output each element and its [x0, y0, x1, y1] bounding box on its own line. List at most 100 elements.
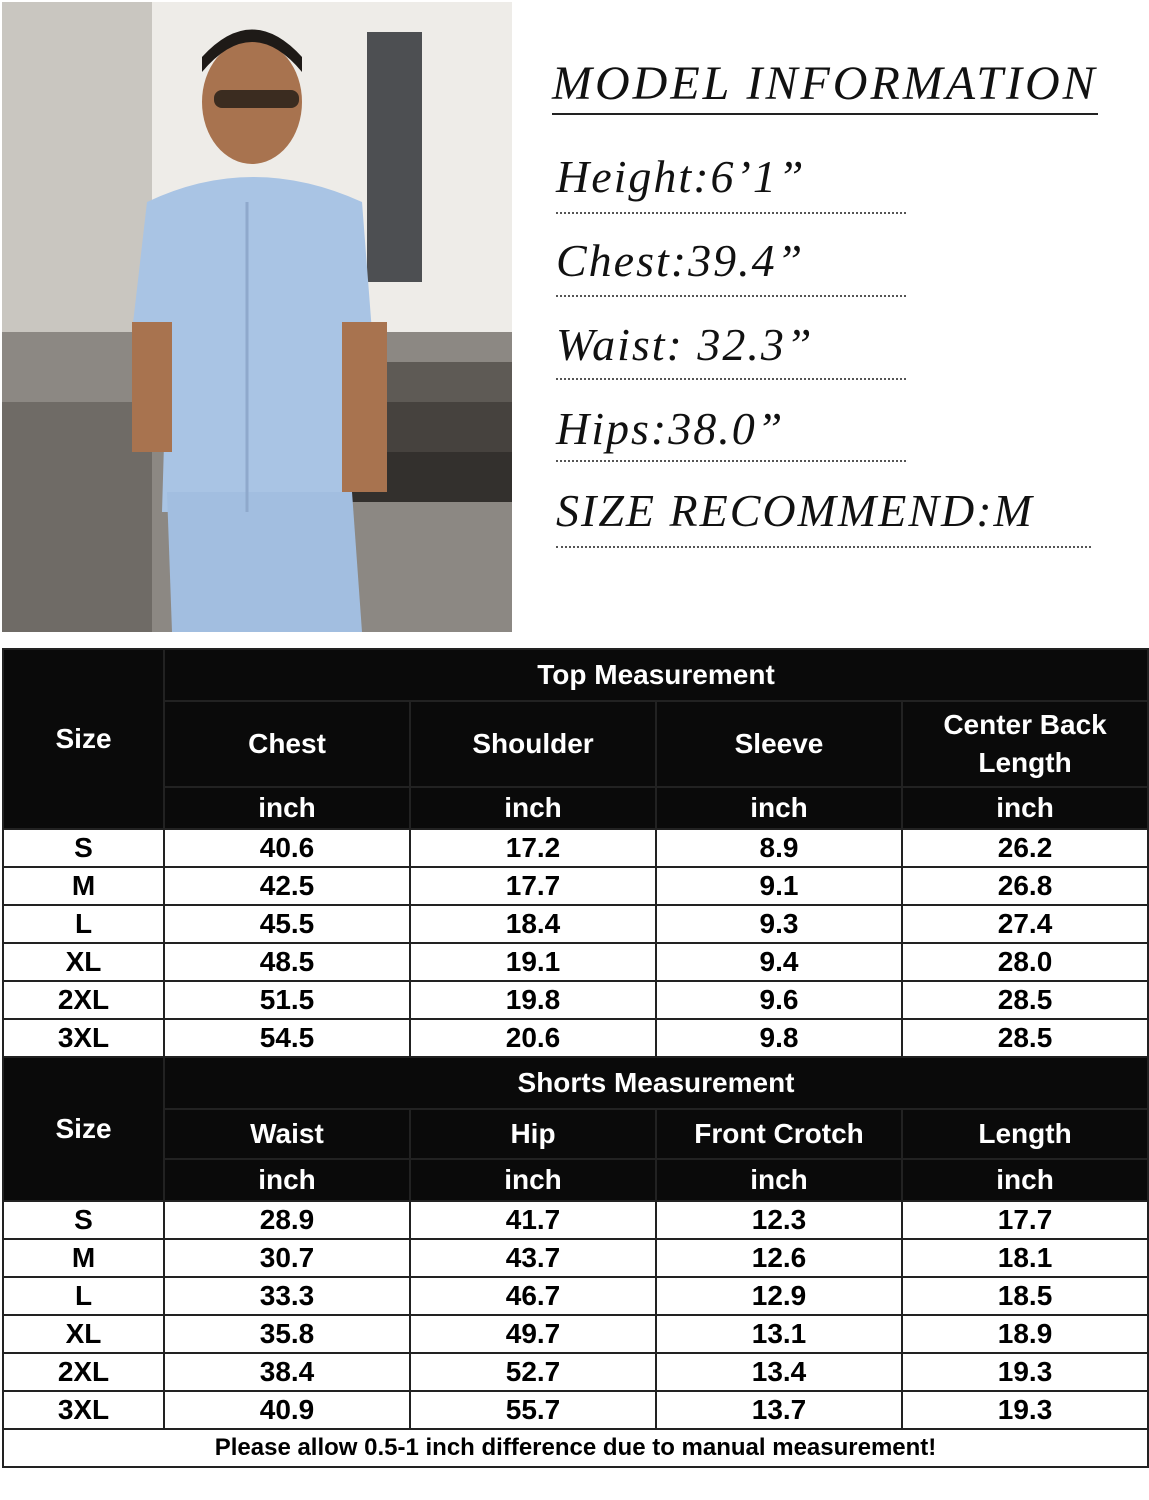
measurement-cell: 45.5	[163, 904, 411, 944]
measurement-cell: 54.5	[163, 1018, 411, 1058]
measurement-cell: 30.7	[163, 1238, 411, 1278]
column-header: Hip	[409, 1108, 657, 1160]
measurement-cell: 18.9	[900, 1314, 1149, 1354]
shorts-size-row: 2XL 38.4 52.7 13.4 19.3	[2, 1352, 1149, 1392]
measurement-cell: 9.3	[655, 904, 903, 944]
measurement-cell: 17.7	[409, 866, 657, 906]
measurement-cell: 9.8	[655, 1018, 903, 1058]
measurement-cell: 18.4	[409, 904, 657, 944]
top-size-row: S 40.6 17.2 8.9 26.2	[2, 828, 1149, 868]
shorts-size-row: 3XL 40.9 55.7 13.7 19.3	[2, 1390, 1149, 1430]
top-size-row: L 45.5 18.4 9.3 27.4	[2, 904, 1149, 944]
measurement-cell: 12.9	[655, 1276, 903, 1316]
measurement-cell: 27.4	[900, 904, 1149, 944]
column-header: Sleeve	[655, 700, 903, 788]
measurement-cell: 19.3	[900, 1352, 1149, 1392]
size-header: Size	[2, 648, 165, 830]
measurement-cell: 28.0	[900, 942, 1149, 982]
shorts-measurement-title: Shorts Measurement	[162, 1056, 1149, 1110]
column-header: Chest	[163, 700, 411, 788]
measurement-note: Please allow 0.5-1 inch difference due t…	[1, 1428, 1149, 1468]
measurement-cell: 13.1	[655, 1314, 903, 1354]
column-header: Length	[900, 1108, 1149, 1160]
measurement-cell: 51.5	[163, 980, 411, 1020]
top-size-row: 2XL 51.5 19.8 9.6 28.5	[2, 980, 1149, 1020]
column-header: Shoulder	[409, 700, 657, 788]
measurement-cell: 17.2	[409, 828, 657, 868]
top-size-row: XL 48.5 19.1 9.4 28.0	[2, 942, 1149, 982]
size-cell: 2XL	[2, 980, 165, 1020]
measurement-cell: 12.3	[655, 1200, 903, 1240]
measurement-cell: 46.7	[409, 1276, 657, 1316]
divider	[556, 295, 906, 297]
unit-label: inch	[409, 1158, 657, 1202]
model-waist: Waist: 32.3”	[556, 319, 814, 370]
column-header: Center Back Length	[900, 700, 1149, 788]
shorts-size-row: S 28.9 41.7 12.3 17.7	[2, 1200, 1149, 1240]
unit-label: inch	[900, 1158, 1149, 1202]
shorts-size-row: L 33.3 46.7 12.9 18.5	[2, 1276, 1149, 1316]
measurement-cell: 40.6	[163, 828, 411, 868]
size-header: Size	[2, 1056, 165, 1202]
measurement-cell: 42.5	[163, 866, 411, 906]
measurement-cell: 28.9	[163, 1200, 411, 1240]
size-cell: 3XL	[2, 1018, 165, 1058]
top-measurement-title: Top Measurement	[162, 648, 1149, 702]
measurement-cell: 26.2	[900, 828, 1149, 868]
measurement-cell: 49.7	[409, 1314, 657, 1354]
measurement-cell: 43.7	[409, 1238, 657, 1278]
size-chart-table: Size Top Measurement Chest Shoulder Slee…	[1, 648, 1149, 1468]
unit-label: inch	[163, 786, 411, 830]
divider	[556, 460, 906, 462]
measurement-cell: 9.1	[655, 866, 903, 906]
measurement-cell: 40.9	[163, 1390, 411, 1430]
measurement-cell: 48.5	[163, 942, 411, 982]
measurement-cell: 38.4	[163, 1352, 411, 1392]
measurement-cell: 28.5	[900, 1018, 1149, 1058]
unit-label: inch	[900, 786, 1149, 830]
measurement-cell: 26.8	[900, 866, 1149, 906]
measurement-cell: 13.7	[655, 1390, 903, 1430]
measurement-cell: 35.8	[163, 1314, 411, 1354]
measurement-cell: 55.7	[409, 1390, 657, 1430]
measurement-cell: 13.4	[655, 1352, 903, 1392]
top-size-row: 3XL 54.5 20.6 9.8 28.5	[2, 1018, 1149, 1058]
measurement-cell: 17.7	[900, 1200, 1149, 1240]
shorts-size-row: M 30.7 43.7 12.6 18.1	[2, 1238, 1149, 1278]
model-photo	[2, 2, 512, 632]
shorts-size-row: XL 35.8 49.7 13.1 18.9	[2, 1314, 1149, 1354]
measurement-cell: 18.1	[900, 1238, 1149, 1278]
measurement-cell: 28.5	[900, 980, 1149, 1020]
measurement-cell: 12.6	[655, 1238, 903, 1278]
model-height: Height:6’1”	[556, 151, 806, 202]
unit-label: inch	[655, 786, 903, 830]
size-cell: S	[2, 1200, 165, 1240]
size-cell: XL	[2, 942, 165, 982]
divider	[556, 546, 1091, 548]
size-cell: L	[2, 1276, 165, 1316]
model-info-title: MODEL INFORMATION	[552, 56, 1098, 115]
measurement-cell: 8.9	[655, 828, 903, 868]
size-cell: M	[2, 866, 165, 906]
size-recommend: SIZE RECOMMEND:M	[556, 485, 1034, 536]
size-cell: XL	[2, 1314, 165, 1354]
divider	[556, 378, 906, 380]
measurement-cell: 41.7	[409, 1200, 657, 1240]
size-cell: M	[2, 1238, 165, 1278]
model-chest: Chest:39.4”	[556, 235, 805, 286]
measurement-cell: 19.1	[409, 942, 657, 982]
column-header: Waist	[163, 1108, 411, 1160]
measurement-cell: 9.6	[655, 980, 903, 1020]
unit-label: inch	[655, 1158, 903, 1202]
size-cell: S	[2, 828, 165, 868]
column-header: Front Crotch	[655, 1108, 903, 1160]
divider	[556, 212, 906, 214]
size-cell: 3XL	[2, 1390, 165, 1430]
model-hips: Hips:38.0”	[556, 403, 785, 454]
size-cell: 2XL	[2, 1352, 165, 1392]
measurement-cell: 33.3	[163, 1276, 411, 1316]
top-size-row: M 42.5 17.7 9.1 26.8	[2, 866, 1149, 906]
measurement-cell: 9.4	[655, 942, 903, 982]
measurement-cell: 19.8	[409, 980, 657, 1020]
size-cell: L	[2, 904, 165, 944]
